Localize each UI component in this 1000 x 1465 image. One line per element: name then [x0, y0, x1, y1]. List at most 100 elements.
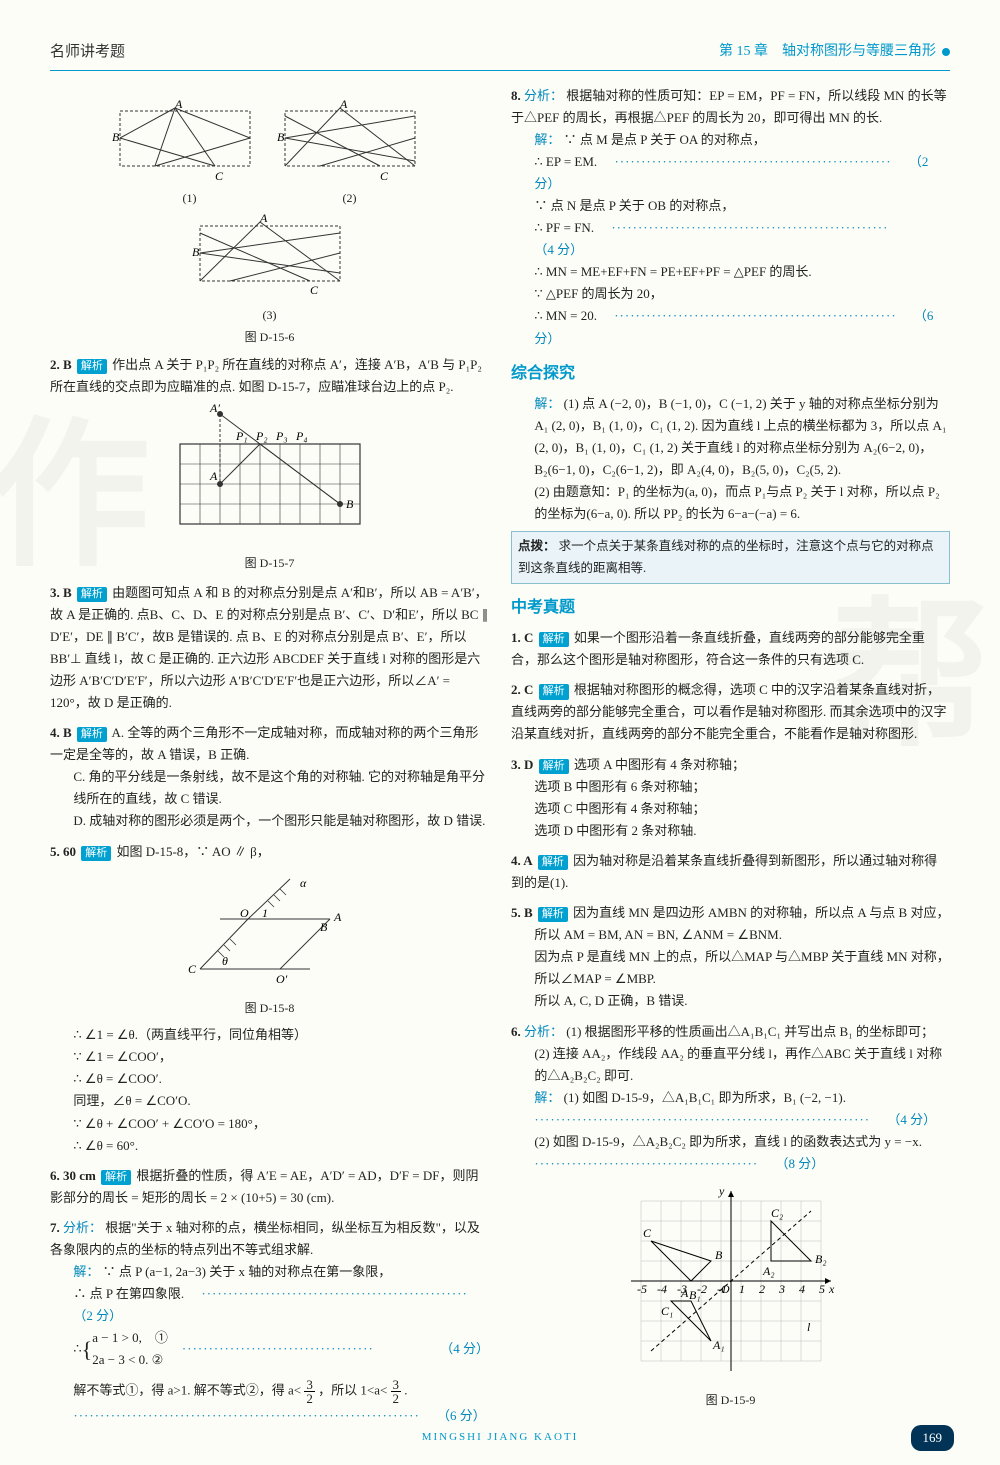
- svg-text:C: C: [215, 169, 224, 181]
- fig-sub-3: (3): [50, 305, 489, 325]
- zk1-num: 1. C: [511, 630, 533, 645]
- question-7: 7. 分析： 根据"关于 x 轴对称的点，横坐标相同，纵坐标互为相反数"，以及各…: [50, 1217, 489, 1427]
- zk-6: 6. 分析： (1) 根据图形平移的性质画出△A₁B₁C₁ 并写出点 B₁ 的坐…: [511, 1021, 950, 1411]
- svg-text:P₂: P₂: [255, 429, 268, 443]
- frac-den: 2: [391, 1392, 402, 1405]
- analysis-label: 分析：: [524, 88, 563, 103]
- figure-d-15-7: A A′ B P₁P₂P₃P₄ 图 D-15-7: [50, 404, 489, 573]
- q7-score-2: （2 分）: [73, 1308, 122, 1323]
- zk1-text: 如果一个图形沿着一条直线折叠，直线两旁的部分能够完全重合，那么这个图形是轴对称图…: [511, 630, 925, 667]
- svg-text:C: C: [643, 1226, 652, 1240]
- fig-caption-d-15-9: 图 D-15-9: [511, 1390, 950, 1410]
- q7-l2: ∴ 点 P 在第四象限.: [73, 1286, 184, 1301]
- zk-1: 1. C 解析 如果一个图形沿着一条直线折叠，直线两旁的部分能够完全重合，那么这…: [511, 627, 950, 671]
- q7-score-6: （6 分）: [437, 1408, 486, 1423]
- svg-text:O: O: [240, 906, 249, 920]
- zk3-num: 3. D: [511, 757, 533, 772]
- svg-text:x: x: [828, 1282, 835, 1296]
- fig-caption-d-15-7: 图 D-15-7: [50, 553, 489, 573]
- q4-num: 4. B: [50, 725, 72, 740]
- question-5: 5. 60 解析 如图 D-15-8，∵ AO ∥ β， A OB CO′ αθ…: [50, 841, 489, 1157]
- q7-score-4: （4 分）: [440, 1338, 489, 1360]
- q5-l5: ∵ ∠θ + ∠COO′ + ∠CO′O = 180°，: [50, 1113, 489, 1135]
- zk-2: 2. C 解析 根据轴对称图形的概念得，选项 C 中的汉字沿着某条直线对折，直线…: [511, 679, 950, 745]
- q8-l4: ∴ PF = FN.: [534, 220, 594, 235]
- q7-l3b: ，所以 1<a<: [318, 1382, 390, 1397]
- q7-fx-text: 根据"关于 x 轴对称的点，横坐标相同，纵坐标互为相反数"，以及各象限内的点的坐…: [50, 1220, 480, 1257]
- analysis-tag: 解析: [77, 359, 107, 374]
- tip-lead: 点拨：: [518, 539, 556, 553]
- q5-l6: ∴ ∠θ = 60°.: [50, 1135, 489, 1157]
- zh-p1: (1) 点 A (−2, 0)，B (−1, 0)，C (−1, 2) 关于 y…: [534, 396, 946, 477]
- svg-text:A′: A′: [209, 404, 220, 415]
- q8-l1: ∵ 点 M 是点 P 关于 OA 的对称点，: [564, 132, 766, 147]
- q6-num: 6. 30 cm: [50, 1168, 96, 1183]
- q3-text: 由题图可知点 A 和 B 的对称点分别是点 A′和B′，所以 AB = A′B′…: [50, 585, 488, 710]
- q7-brace2: 2a − 3 < 0. ②: [92, 1349, 168, 1371]
- svg-text:B: B: [715, 1248, 723, 1262]
- zk5-num: 5. B: [511, 905, 533, 920]
- analysis-tag: 解析: [77, 727, 107, 742]
- fig-caption-d-15-8: 图 D-15-8: [50, 998, 489, 1018]
- svg-text:5: 5: [819, 1282, 825, 1296]
- zk5-l3: 因为点 P 是直线 MN 上的点，所以△MAP 与△MBP 关于直线 MN 对称…: [511, 946, 950, 990]
- frac-num: 3: [304, 1378, 315, 1392]
- question-3: 3. B 解析 由题图可知点 A 和 B 的对称点分别是点 A′和B′，所以 A…: [50, 582, 489, 715]
- q7-l1: ∵ 点 P (a−1, 2a−3) 关于 x 轴的对称点在第一象限，: [103, 1264, 392, 1279]
- fig-sub-2: (2): [343, 188, 357, 208]
- figure-d-15-9: xyO -5-4-3-2-1 12345 CAB C₁A₁B₁ C₂B₂A₂ l…: [511, 1181, 950, 1410]
- analysis-tag: 解析: [539, 759, 569, 774]
- zk-4: 4. A 解析 因为轴对称是沿着某条直线折叠得到新图形，所以通过轴对称得到的是(…: [511, 850, 950, 894]
- svg-text:B: B: [277, 130, 285, 144]
- q5-l4: 同理，∠θ = ∠CO′O.: [50, 1090, 489, 1112]
- zk6-s8: （8 分）: [775, 1156, 824, 1171]
- zk6-fx1: (1) 根据图形平移的性质画出△A₁B₁C₁ 并写出点 B₁ 的坐标即可；: [566, 1024, 934, 1039]
- svg-text:3: 3: [778, 1282, 785, 1296]
- q8-l6: ∵ △PEF 的周长为 20，: [511, 283, 950, 305]
- q4-d: D. 成轴对称的图形必须是两个，一个图形只能是轴对称图形，故 D 错误.: [50, 810, 489, 832]
- svg-text:4: 4: [799, 1282, 805, 1296]
- analysis-tag: 解析: [77, 587, 107, 602]
- svg-text:B₁: B₁: [689, 1288, 701, 1302]
- analysis-tag: 解析: [101, 1170, 131, 1185]
- q5-lead: 如图 D-15-8，∵ AO ∥ β，: [117, 844, 270, 859]
- zk5-l1: 因为直线 MN 是四边形 AMBN 的对称轴，所以点 A 与点 B 对应，: [573, 905, 949, 920]
- zk3-c: 选项 C 中图形有 4 条对称轴；: [511, 798, 950, 820]
- zk3-a: 选项 A 中图形有 4 条对称轴；: [574, 757, 745, 772]
- q7-l3a: 解不等式①，得 a>1. 解不等式②，得 a<: [73, 1382, 304, 1397]
- figure-d-15-6: ABC ABC (1) (2): [50, 91, 489, 348]
- left-column: ABC ABC (1) (2): [50, 85, 489, 1435]
- solution-label: 解：: [534, 1090, 560, 1105]
- svg-text:B: B: [192, 245, 200, 259]
- svg-text:C: C: [380, 169, 389, 181]
- zk-5: 5. B 解析 因为直线 MN 是四边形 AMBN 的对称轴，所以点 A 与点 …: [511, 902, 950, 1012]
- analysis-tag: 解析: [538, 855, 568, 870]
- q2-num: 2. B: [50, 357, 72, 372]
- q8-l3: ∵ 点 N 是点 P 关于 OB 的对称点，: [511, 195, 950, 217]
- fig-sub-1: (1): [183, 188, 197, 208]
- svg-text:P₁: P₁: [235, 429, 248, 443]
- svg-text:B: B: [346, 497, 354, 511]
- header-right: 第 15 章 轴对称图形与等腰三角形: [719, 40, 950, 66]
- svg-text:-5: -5: [637, 1282, 647, 1296]
- q8-l2: ∴ EP = EM.: [534, 154, 597, 169]
- analysis-label: 分析：: [524, 1024, 563, 1039]
- svg-text:A₂: A₂: [762, 1264, 775, 1278]
- q5-l3: ∴ ∠θ = ∠COO′.: [50, 1068, 489, 1090]
- analysis-tag: 解析: [538, 907, 568, 922]
- frac-den: 2: [304, 1392, 315, 1405]
- zk2-num: 2. C: [511, 682, 533, 697]
- footer-pinyin: MINGSHI JIANG KAOTI: [0, 1428, 1000, 1447]
- page-header: 名师讲考题 第 15 章 轴对称图形与等腰三角形: [50, 40, 950, 71]
- q7-brace1: a − 1 > 0, ①: [92, 1327, 168, 1349]
- zk5-l4: 所以 A, C, D 正确，B 错误.: [511, 990, 950, 1012]
- question-2: 2. B 解析 作出点 A 关于 P₁P₂ 所在直线的对称点 A′，连接 A′B…: [50, 354, 489, 574]
- svg-text:-4: -4: [657, 1282, 667, 1296]
- section-comprehensive: 综合探究: [511, 360, 950, 387]
- svg-text:C: C: [310, 283, 319, 297]
- analysis-tag: 解析: [81, 846, 111, 861]
- q4-c: C. 角的平分线是一条射线，故不是这个角的对称轴. 它的对称轴是角平分线所在的直…: [50, 766, 489, 810]
- svg-text:A₁: A₁: [712, 1338, 725, 1352]
- svg-text:B: B: [112, 130, 120, 144]
- zk6-num: 6.: [511, 1024, 521, 1039]
